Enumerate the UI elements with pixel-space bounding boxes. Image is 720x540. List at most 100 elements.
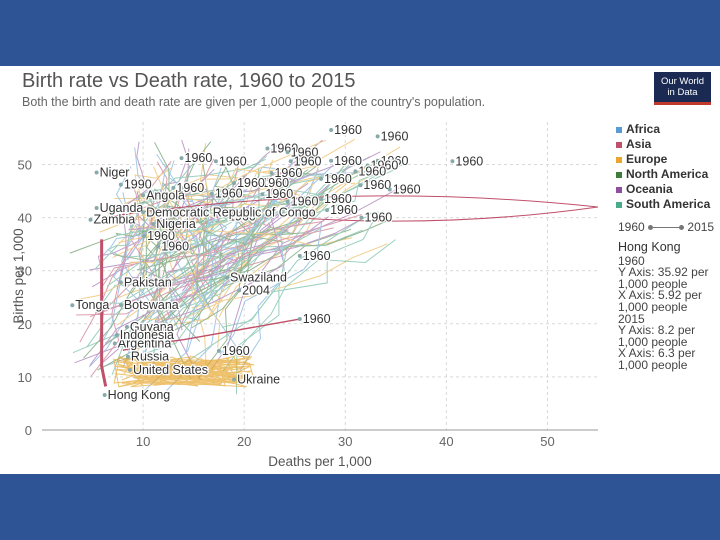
trajectory-line [130, 366, 250, 388]
data-label: 1960 [330, 203, 358, 217]
data-point [260, 192, 265, 197]
data-label: 1960 [393, 182, 421, 196]
data-point [141, 210, 146, 215]
data-label: Indonesia [120, 328, 174, 342]
data-label: 1960 [324, 172, 352, 186]
trajectory-line [185, 210, 246, 229]
trajectory-line [175, 148, 201, 381]
data-label: Argentina [118, 336, 172, 350]
trajectory-line [181, 210, 283, 326]
legend-item-south-america[interactable]: South America [616, 197, 720, 212]
data-label: Democratic Republic of Congo [146, 205, 316, 219]
tooltip-country: Hong Kong [618, 240, 681, 254]
trajectory-line [153, 166, 221, 349]
trajectory-line [111, 163, 194, 375]
trajectory-line [131, 200, 205, 235]
data-point [142, 234, 147, 239]
timeline-slider[interactable] [648, 225, 685, 231]
y-tick-label: 50 [18, 157, 32, 172]
legend-item-north-america[interactable]: North America [616, 167, 720, 182]
data-point [319, 197, 324, 201]
data-label: 1960 [291, 195, 319, 209]
trajectory-line [89, 210, 315, 366]
legend-item-europe[interactable]: Europe [616, 152, 720, 167]
legend-item-asia[interactable]: Asia [616, 137, 720, 152]
data-point [151, 221, 156, 226]
data-label: 1960 [371, 159, 399, 173]
chart-subtitle: Both the birth and death rate are given … [22, 95, 486, 109]
legend-label: Africa [626, 122, 661, 136]
trajectory-line [180, 157, 361, 210]
tooltip-y-start: Y Axis: 35.92 per 1,000 people [618, 265, 709, 291]
legend-item-africa[interactable]: Africa [616, 122, 720, 137]
data-label: 1960 [261, 176, 289, 190]
data-point [94, 206, 99, 211]
trajectory-line [89, 228, 205, 271]
data-point [224, 275, 229, 280]
data-point [325, 208, 330, 213]
trajectory-line [154, 142, 199, 293]
data-point [112, 341, 117, 346]
data-label: 1960 [228, 210, 256, 224]
gridlines [42, 122, 598, 431]
y-tick-label: 0 [25, 423, 32, 438]
data-point [156, 244, 161, 249]
x-tick-label: 10 [136, 434, 150, 449]
data-point [365, 163, 370, 168]
data-label: Angola [146, 188, 185, 202]
data-label: Hong Kong [108, 388, 171, 402]
trajectory-line [115, 365, 236, 388]
timeline-end: 2015 [687, 220, 715, 234]
data-label: 1960 [334, 123, 362, 137]
data-point [118, 303, 123, 308]
data-label: 1960 [303, 249, 331, 263]
data-point [285, 199, 290, 204]
data-point [209, 191, 214, 196]
data-point [70, 303, 75, 308]
europe-cluster [113, 354, 255, 388]
data-label: Niger [100, 165, 130, 179]
data-point [450, 159, 455, 164]
data-label: 1990 [124, 178, 152, 192]
data-point [297, 253, 302, 258]
trajectory-line [189, 243, 227, 274]
tooltip-year-start: 1960 [618, 253, 645, 268]
data-point [216, 348, 221, 353]
data-label: 1960 [270, 142, 298, 156]
data-point [125, 354, 130, 359]
trajectory-line [133, 177, 297, 212]
trajectory-line [177, 171, 282, 304]
trajectory-line [113, 232, 305, 263]
trajectory-line [135, 165, 375, 206]
trajectory-line [112, 166, 144, 368]
data-point [171, 185, 176, 190]
trajectory-line [140, 357, 232, 381]
data-point [297, 317, 302, 322]
legend-swatch [616, 141, 622, 148]
trajectory-line [106, 155, 268, 218]
trajectory-line [176, 211, 374, 369]
trajectory-line [235, 169, 319, 377]
data-label: 1960 [358, 164, 386, 178]
legend-item-oceania[interactable]: Oceania [616, 182, 720, 197]
trajectory-line [197, 167, 260, 379]
our-world-in-data-logo[interactable]: Our World in Data [654, 72, 711, 105]
data-point [319, 176, 324, 181]
trajectory-line [144, 361, 248, 380]
timeline-control[interactable]: 1960 2015 [618, 220, 714, 234]
data-label: 1960 [219, 154, 247, 168]
data-label: 1960 [324, 192, 352, 206]
data-label: Guyana [130, 320, 174, 334]
legend-swatch [616, 201, 622, 208]
data-label: Uganda [100, 201, 144, 215]
data-label: 1960 [455, 154, 483, 168]
data-point [329, 127, 334, 132]
legend-swatch [616, 171, 622, 178]
data-label: Nigeria [156, 217, 196, 231]
legend-label: Europe [626, 152, 668, 166]
data-label: 1960 [364, 211, 392, 225]
trajectory-line [219, 222, 323, 355]
trajectory-line [122, 358, 241, 386]
y-tick-label: 40 [18, 211, 32, 226]
data-label: 1960 [274, 166, 302, 180]
